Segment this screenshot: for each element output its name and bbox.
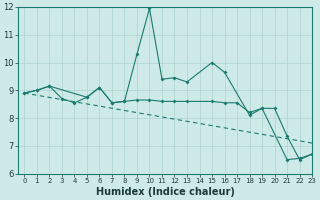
X-axis label: Humidex (Indice chaleur): Humidex (Indice chaleur): [96, 187, 235, 197]
